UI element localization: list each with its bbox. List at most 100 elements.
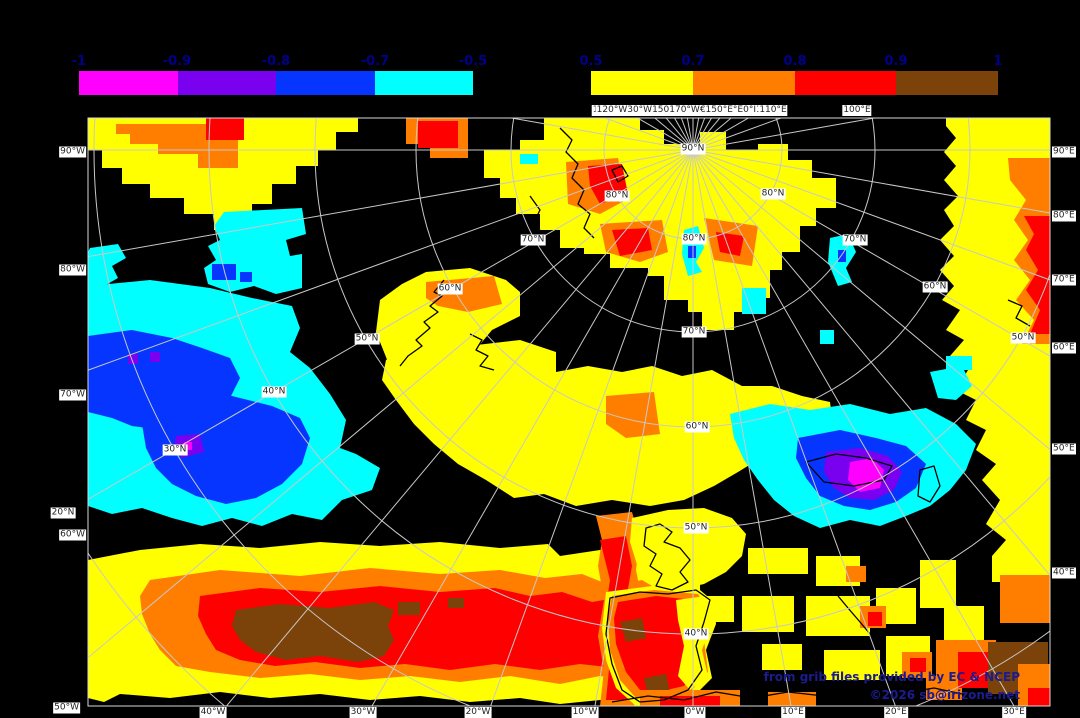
coastline	[611, 687, 963, 703]
coastline	[559, 127, 595, 239]
longitude-label: 20°E	[884, 707, 908, 718]
colorbar-tick: -0.5	[458, 54, 488, 69]
longitude-label: 80°W	[59, 264, 86, 276]
data-region	[240, 272, 252, 282]
data-region	[910, 658, 926, 672]
meridian-line	[692, 149, 1050, 281]
data-region	[820, 330, 834, 344]
data-region	[824, 650, 880, 680]
meridian-line	[692, 149, 792, 706]
meridian-line	[490, 149, 694, 706]
meridian-line	[225, 149, 694, 706]
longitude-label: 90°W	[59, 146, 86, 158]
latitude-label: 70°N	[842, 234, 868, 246]
longitude-label: 30°W	[349, 707, 377, 718]
latitude-label: 60°N	[684, 421, 710, 433]
latitude-label: 70°N	[681, 326, 707, 338]
meridian-line	[88, 149, 694, 500]
data-region	[150, 352, 160, 362]
data-region	[846, 566, 866, 582]
coastline	[917, 465, 941, 503]
longitude-label: 60°E	[1052, 342, 1076, 354]
data-region	[184, 442, 192, 450]
data-region	[398, 602, 420, 615]
latitude-label: 20°N	[50, 507, 76, 519]
longitude-label: 80°E	[1052, 210, 1076, 222]
watermark-credit: from grib files provided by EC & NCEP	[763, 670, 1020, 684]
positive-colorbar	[591, 71, 998, 95]
data-region	[748, 548, 808, 574]
data-region	[868, 612, 882, 626]
meridian-line	[692, 149, 1050, 214]
data-region	[806, 596, 870, 636]
longitude-label: 40°W	[199, 707, 227, 718]
map-frame	[87, 117, 1051, 707]
colorbar-tick: 0.9	[884, 54, 908, 69]
pole-label: 90°N	[680, 143, 706, 155]
latitude-label: 40°N	[683, 628, 709, 640]
colorbar-segment-blue	[276, 71, 375, 95]
longitude-label: 60°W	[59, 529, 86, 541]
colorbar-segment-cyan	[374, 71, 473, 95]
longitude-label: 10°E	[781, 707, 805, 718]
data-region	[520, 154, 538, 164]
data-region	[606, 392, 660, 438]
meridian-line	[371, 149, 694, 706]
data-region	[1028, 688, 1050, 706]
coastline	[805, 453, 893, 487]
longitude-label: 30°E	[1002, 707, 1026, 718]
data-region	[418, 121, 458, 148]
colorbar-segment-red	[794, 71, 897, 95]
meridian-line	[88, 149, 694, 258]
coastline	[605, 589, 711, 703]
longitude-label: 100°E	[842, 105, 872, 116]
colorbar-tick: 0.5	[579, 54, 603, 69]
meridian-line	[508, 118, 694, 151]
data-region	[128, 354, 138, 364]
negative-colorbar	[79, 71, 473, 95]
meridian-line	[692, 149, 1050, 357]
latitude-label: 80°N	[604, 190, 630, 202]
latitude-label: 50°N	[354, 333, 380, 345]
longitude-label: 0°W	[684, 707, 706, 718]
meridian-line	[88, 149, 694, 659]
data-region	[212, 264, 236, 280]
colorbar-segment-yellow	[591, 71, 693, 95]
longitude-label: 20°W	[464, 707, 492, 718]
data-region	[232, 602, 394, 662]
latitude-label: 60°N	[437, 283, 463, 295]
negative-correlation-regions	[88, 154, 976, 528]
watermark-copyright: ©2026 sb@irizone.net	[869, 688, 1020, 702]
longitude-label: 50°E	[1052, 443, 1076, 455]
longitude-label: 50°W	[53, 702, 80, 714]
colorbar-tick: 0.7	[681, 54, 705, 69]
longitude-label-overlapping: 120°W30°W150170°W€150°E°E0°I120°E	[595, 105, 785, 116]
latitude-label: 30°N	[162, 444, 188, 456]
longitude-label: 10°W	[571, 707, 599, 718]
colorbar-segment-magenta	[79, 71, 178, 95]
longitude-label: 70°E	[1052, 274, 1076, 286]
data-region	[848, 458, 884, 492]
meridian-line	[692, 118, 700, 151]
data-region	[448, 598, 464, 608]
meridian-line	[88, 149, 694, 371]
colorbar-segment-orange	[692, 71, 795, 95]
data-region	[742, 288, 766, 314]
meridian-line	[594, 149, 694, 706]
latitude-label: 80°N	[681, 233, 707, 245]
coastline	[643, 523, 691, 591]
colorbar-tick: -0.7	[360, 54, 390, 69]
data-region	[688, 246, 696, 258]
meridian-line	[692, 149, 1050, 577]
data-region	[630, 508, 746, 590]
coastlines	[399, 127, 1031, 703]
data-region	[1000, 575, 1050, 623]
data-region	[142, 390, 310, 504]
coastline	[1007, 299, 1031, 327]
latitude-label: 70°N	[520, 234, 546, 246]
data-region	[838, 250, 846, 262]
coastline	[399, 279, 445, 367]
data-region	[940, 118, 1050, 610]
data-region	[944, 606, 984, 642]
